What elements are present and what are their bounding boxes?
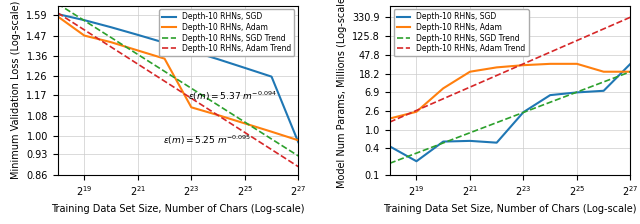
Depth-10 RHNs, SGD	[134, 34, 141, 36]
Depth-10 RHNs, SGD	[573, 91, 580, 94]
Legend: Depth-10 RHNs, SGD, Depth-10 RHNs, Adam, Depth-10 RHNs, SGD Trend, Depth-10 RHNs: Depth-10 RHNs, SGD, Depth-10 RHNs, Adam,…	[394, 9, 529, 56]
Line: Depth-10 RHNs, Adam: Depth-10 RHNs, Adam	[390, 64, 630, 118]
Line: Depth-10 RHNs, SGD Trend: Depth-10 RHNs, SGD Trend	[390, 72, 630, 163]
Depth-10 RHNs, SGD Trend	[529, 108, 536, 110]
Depth-10 RHNs, Adam Trend	[54, 12, 62, 15]
Depth-10 RHNs, Adam	[493, 66, 500, 69]
Depth-10 RHNs, SGD Trend	[386, 162, 394, 165]
Depth-10 RHNs, SGD Trend	[257, 131, 264, 133]
Depth-10 RHNs, Adam Trend	[386, 121, 394, 123]
Y-axis label: Model Num Params, Millions (Log-scale): Model Num Params, Millions (Log-scale)	[337, 0, 347, 187]
Depth-10 RHNs, SGD	[466, 140, 474, 142]
Depth-10 RHNs, Adam Trend	[197, 103, 205, 106]
Line: Depth-10 RHNs, SGD: Depth-10 RHNs, SGD	[58, 14, 298, 142]
Text: $\varepsilon(m) = 5.25\ m^{-0.095}$: $\varepsilon(m) = 5.25\ m^{-0.095}$	[163, 134, 252, 147]
Depth-10 RHNs, Adam	[413, 110, 420, 113]
Line: Depth-10 RHNs, Adam: Depth-10 RHNs, Adam	[58, 16, 298, 140]
Depth-10 RHNs, SGD Trend	[604, 79, 612, 82]
Depth-10 RHNs, SGD Trend	[197, 93, 205, 96]
Depth-10 RHNs, Adam	[268, 130, 275, 133]
Depth-10 RHNs, SGD Trend	[54, 2, 61, 5]
Line: Depth-10 RHNs, SGD: Depth-10 RHNs, SGD	[390, 64, 630, 161]
Depth-10 RHNs, SGD	[547, 94, 554, 97]
Depth-10 RHNs, Adam	[600, 70, 607, 73]
Depth-10 RHNs, SGD Trend	[196, 93, 204, 95]
Depth-10 RHNs, Adam	[573, 62, 580, 65]
X-axis label: Training Data Set Size, Number of Chars (Log-scale): Training Data Set Size, Number of Chars …	[51, 204, 305, 214]
Depth-10 RHNs, Adam Trend	[257, 141, 264, 144]
Depth-10 RHNs, SGD	[493, 141, 500, 144]
Depth-10 RHNs, SGD	[386, 145, 394, 148]
Depth-10 RHNs, Adam	[294, 139, 302, 142]
Depth-10 RHNs, Adam Trend	[272, 151, 280, 154]
Depth-10 RHNs, SGD	[413, 160, 420, 163]
Depth-10 RHNs, Adam	[547, 62, 554, 65]
Depth-10 RHNs, Adam Trend	[201, 106, 209, 108]
Depth-10 RHNs, SGD Trend	[627, 70, 634, 73]
Depth-10 RHNs, Adam Trend	[533, 56, 541, 59]
Depth-10 RHNs, SGD	[214, 58, 222, 60]
Depth-10 RHNs, SGD	[241, 67, 248, 69]
Depth-10 RHNs, Adam Trend	[529, 59, 536, 61]
Depth-10 RHNs, Adam Trend	[54, 11, 61, 14]
Depth-10 RHNs, SGD	[108, 26, 115, 29]
Depth-10 RHNs, Adam Trend	[529, 58, 537, 61]
Line: Depth-10 RHNs, Adam Trend: Depth-10 RHNs, Adam Trend	[58, 13, 298, 167]
Depth-10 RHNs, SGD Trend	[294, 155, 302, 157]
Depth-10 RHNs, Adam	[134, 49, 141, 52]
Depth-10 RHNs, Adam	[188, 106, 195, 109]
Depth-10 RHNs, SGD Trend	[272, 140, 280, 143]
Depth-10 RHNs, Adam	[161, 57, 168, 60]
Line: Depth-10 RHNs, Adam Trend: Depth-10 RHNs, Adam Trend	[390, 17, 630, 122]
Depth-10 RHNs, Adam Trend	[196, 103, 204, 105]
Depth-10 RHNs, Adam	[386, 117, 394, 120]
Depth-10 RHNs, Adam	[520, 64, 527, 67]
Depth-10 RHNs, SGD	[600, 89, 607, 92]
Legend: Depth-10 RHNs, SGD, Depth-10 RHNs, Adam, Depth-10 RHNs, SGD Trend, Depth-10 RHNs: Depth-10 RHNs, SGD, Depth-10 RHNs, Adam,…	[159, 9, 294, 56]
Depth-10 RHNs, Adam Trend	[604, 26, 612, 28]
Depth-10 RHNs, SGD	[161, 41, 168, 44]
Depth-10 RHNs, SGD	[54, 13, 61, 15]
Depth-10 RHNs, SGD	[627, 62, 634, 65]
Depth-10 RHNs, SGD	[81, 19, 88, 22]
Depth-10 RHNs, SGD	[440, 140, 447, 143]
Depth-10 RHNs, Adam	[81, 34, 88, 37]
X-axis label: Training Data Set Size, Number of Chars (Log-scale): Training Data Set Size, Number of Chars …	[383, 204, 637, 214]
Depth-10 RHNs, SGD Trend	[387, 162, 394, 164]
Depth-10 RHNs, Adam Trend	[627, 16, 634, 19]
Line: Depth-10 RHNs, SGD Trend: Depth-10 RHNs, SGD Trend	[58, 4, 298, 156]
Depth-10 RHNs, Adam	[108, 41, 115, 43]
Depth-10 RHNs, Adam	[241, 122, 248, 125]
Depth-10 RHNs, Adam	[54, 15, 61, 18]
Depth-10 RHNs, SGD	[520, 111, 527, 114]
Depth-10 RHNs, SGD	[188, 50, 195, 52]
Depth-10 RHNs, Adam Trend	[589, 32, 596, 35]
Depth-10 RHNs, SGD Trend	[529, 108, 537, 110]
Depth-10 RHNs, SGD Trend	[201, 95, 209, 98]
Depth-10 RHNs, Adam	[440, 87, 447, 90]
Depth-10 RHNs, SGD	[268, 75, 275, 78]
Text: $\varepsilon(m) = 5.37\ m^{-0.094}$: $\varepsilon(m) = 5.37\ m^{-0.094}$	[188, 90, 276, 103]
Depth-10 RHNs, Adam Trend	[387, 120, 394, 123]
Depth-10 RHNs, Adam	[214, 114, 222, 116]
Depth-10 RHNs, SGD Trend	[533, 106, 541, 109]
Depth-10 RHNs, SGD Trend	[54, 3, 62, 6]
Depth-10 RHNs, Adam Trend	[294, 165, 302, 168]
Depth-10 RHNs, Adam	[627, 70, 634, 73]
Depth-10 RHNs, SGD	[294, 141, 302, 144]
Depth-10 RHNs, Adam	[466, 70, 474, 73]
Y-axis label: Minimum Validation Loss (Log-scale): Minimum Validation Loss (Log-scale)	[11, 1, 21, 179]
Depth-10 RHNs, SGD Trend	[589, 85, 596, 87]
